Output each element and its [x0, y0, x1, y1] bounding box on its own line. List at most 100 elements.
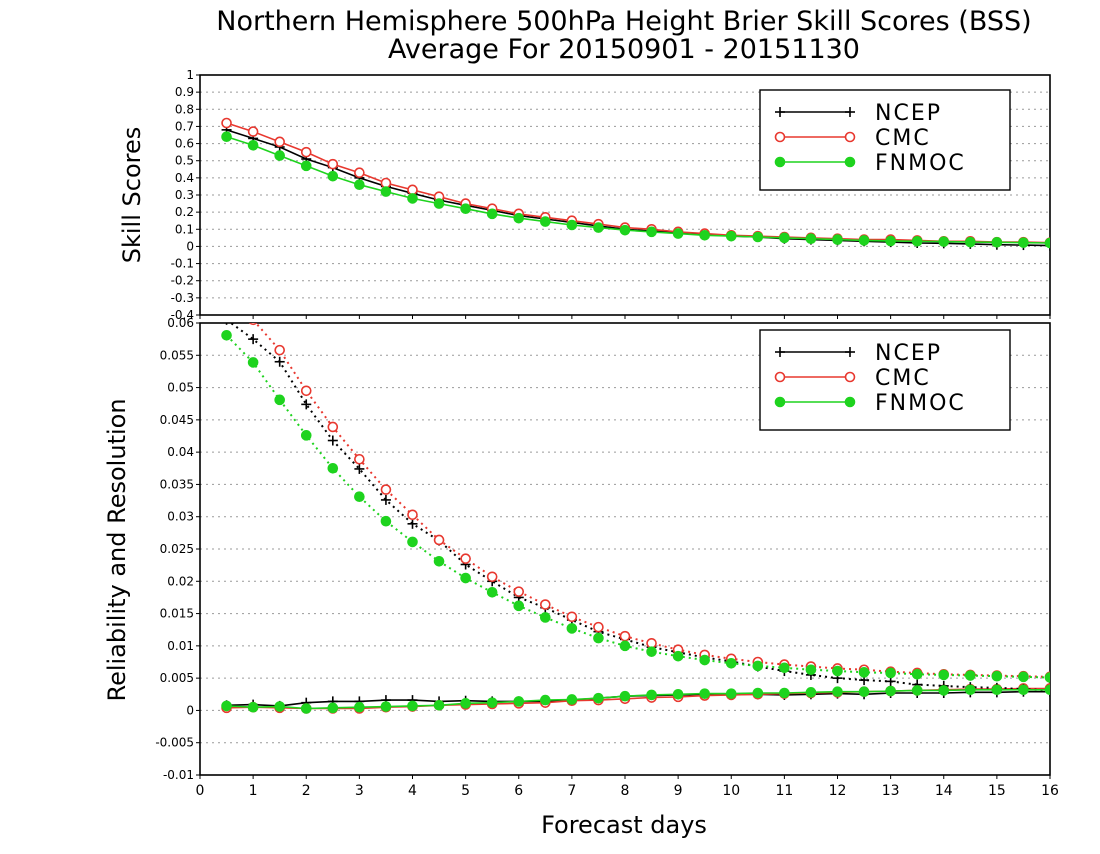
data-point-fnmoc — [725, 688, 737, 699]
y-tick-label: -0.005 — [155, 736, 194, 750]
data-point-fnmoc — [672, 688, 684, 700]
data-point-fnmoc — [274, 394, 285, 406]
series-layer — [221, 302, 1050, 714]
data-point-cmc — [222, 302, 231, 311]
y-tick-label: -0.4 — [171, 308, 194, 322]
x-axis-label: Forecast days — [541, 811, 707, 839]
legend-label-fnmoc: FNMOC — [875, 151, 966, 176]
data-point-fnmoc — [1044, 237, 1050, 249]
x-tick-label: 1 — [249, 783, 258, 799]
y-tick-label: 0.015 — [160, 607, 194, 621]
data-point-fnmoc — [593, 692, 604, 704]
data-point-fnmoc — [779, 232, 790, 244]
x-tick-label: 10 — [722, 783, 740, 799]
data-point-cmc — [619, 630, 631, 642]
data-point-fnmoc — [380, 515, 392, 527]
data-point-fnmoc — [885, 667, 896, 679]
x-tick-label: 9 — [674, 783, 683, 799]
y-tick-label: 1 — [186, 68, 194, 82]
data-point-fnmoc — [911, 668, 923, 680]
series-line-cmc — [226, 687, 1050, 710]
y-tick-label: 0.9 — [175, 85, 194, 99]
data-point-fnmoc — [646, 646, 657, 657]
data-point-fnmoc — [300, 430, 312, 441]
legend-box — [759, 89, 1011, 191]
y-tick-label: 0.03 — [167, 510, 194, 524]
legend-marker-fnmoc — [844, 156, 856, 168]
y-tick-label: 0.4 — [175, 171, 194, 185]
data-point-fnmoc — [540, 612, 551, 623]
y-tick-label: 0.8 — [175, 102, 194, 116]
y-tick-label: 0.7 — [175, 119, 194, 133]
data-point-fnmoc — [354, 701, 365, 713]
data-point-fnmoc — [566, 623, 578, 634]
data-point-cmc — [354, 453, 365, 465]
data-point-cmc — [407, 509, 418, 521]
data-point-cmc — [274, 136, 285, 148]
data-point-fnmoc — [938, 669, 950, 681]
data-point-fnmoc — [327, 170, 339, 182]
data-point-cmc — [540, 599, 551, 610]
data-point-fnmoc — [327, 702, 339, 714]
panel-top: -0.4 -0.3 -0.2 -0.1 0 0.1 0.2 0.3 0.4 0.5 0.6 0.7 0.… — [118, 68, 1051, 322]
data-point-fnmoc — [805, 233, 817, 245]
data-point-fnmoc — [433, 699, 445, 711]
y-tick-label: 0 — [186, 239, 194, 253]
data-point-fnmoc — [619, 690, 631, 702]
series-layer — [221, 117, 1050, 251]
data-point-cmc — [327, 158, 339, 170]
plot-frame — [199, 322, 1051, 776]
data-point-fnmoc — [672, 228, 684, 239]
data-point-fnmoc — [486, 208, 498, 220]
data-point-fnmoc — [274, 150, 285, 161]
data-point-fnmoc — [779, 662, 790, 674]
data-point-fnmoc — [885, 235, 896, 247]
legend-marker-cmc — [774, 131, 786, 143]
data-point-fnmoc — [911, 235, 923, 247]
data-point-fnmoc — [380, 701, 392, 712]
data-point-fnmoc — [991, 684, 1003, 696]
plot-frame — [199, 74, 1051, 316]
data-point-fnmoc — [540, 216, 551, 227]
data-point-fnmoc — [699, 229, 710, 241]
x-tick-label: 6 — [514, 783, 523, 799]
x-tick-label: 13 — [882, 783, 900, 799]
y-tick-label: 0.035 — [160, 477, 194, 491]
data-point-fnmoc — [460, 203, 471, 215]
data-point-fnmoc — [407, 536, 418, 548]
x-tick-label: 15 — [988, 783, 1006, 799]
data-point-fnmoc — [699, 654, 710, 666]
data-point-fnmoc — [300, 160, 312, 172]
data-point-fnmoc — [911, 685, 923, 696]
data-point-cmc — [380, 484, 392, 495]
y-tick-label: 0.1 — [175, 222, 194, 236]
x-tick-label: 4 — [408, 783, 417, 799]
data-point-fnmoc — [1018, 684, 1029, 696]
chart-title: Northern Hemisphere 500hPa Height Brier … — [216, 6, 1031, 37]
data-point-fnmoc — [513, 600, 525, 612]
x-tick-label: 11 — [775, 783, 793, 799]
data-point-fnmoc — [619, 224, 631, 236]
data-point-fnmoc — [752, 231, 764, 243]
data-point-fnmoc — [858, 235, 870, 246]
data-point-cmc — [354, 167, 365, 179]
data-point-fnmoc — [433, 555, 445, 567]
data-point-fnmoc — [646, 689, 657, 701]
data-point-fnmoc — [832, 234, 843, 245]
legend-label-ncep: NCEP — [875, 341, 942, 366]
legend-marker-fnmoc — [844, 396, 856, 408]
chart-subtitle: Average For 20150901 - 20151130 — [388, 34, 860, 65]
y-tick-label: 0.2 — [175, 205, 194, 219]
data-point-fnmoc — [965, 670, 976, 681]
y-tick-label: 0.005 — [160, 671, 194, 685]
data-point-fnmoc — [247, 701, 259, 713]
legend-label-ncep: NCEP — [875, 101, 942, 126]
data-point-fnmoc — [991, 670, 1003, 682]
x-tick-label: 8 — [621, 783, 630, 799]
y-tick-label: 0.02 — [167, 574, 194, 588]
data-point-fnmoc — [858, 686, 870, 698]
legend-marker-cmc — [844, 371, 856, 383]
legend-marker-fnmoc — [774, 396, 786, 408]
x-tick-label: 2 — [302, 783, 311, 799]
